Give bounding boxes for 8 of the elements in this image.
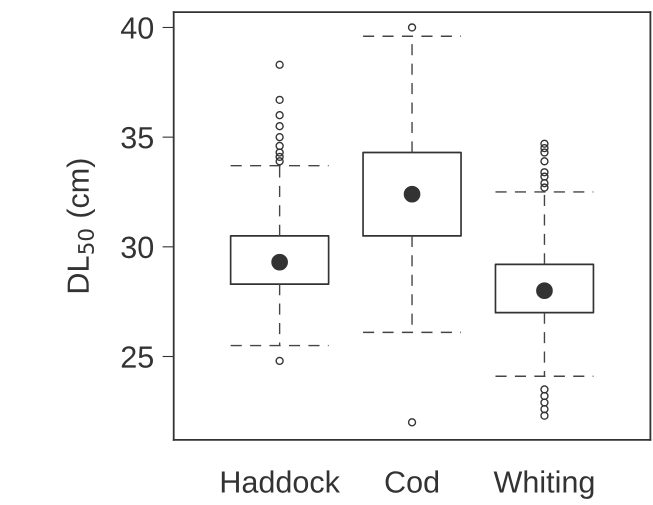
y-tick-label: 35 bbox=[121, 126, 153, 149]
y-tick-label: 25 bbox=[122, 346, 153, 368]
x-tick-label: Whiting bbox=[494, 470, 594, 499]
y-tick-label: 40 bbox=[120, 17, 154, 39]
x-tick-label: Cod bbox=[386, 470, 438, 493]
y-tick-label: 30 bbox=[121, 236, 154, 258]
y-axis-title: DL$_{50}$ (cm) bbox=[66, 160, 96, 292]
x-tick-label: Haddock bbox=[222, 470, 340, 493]
